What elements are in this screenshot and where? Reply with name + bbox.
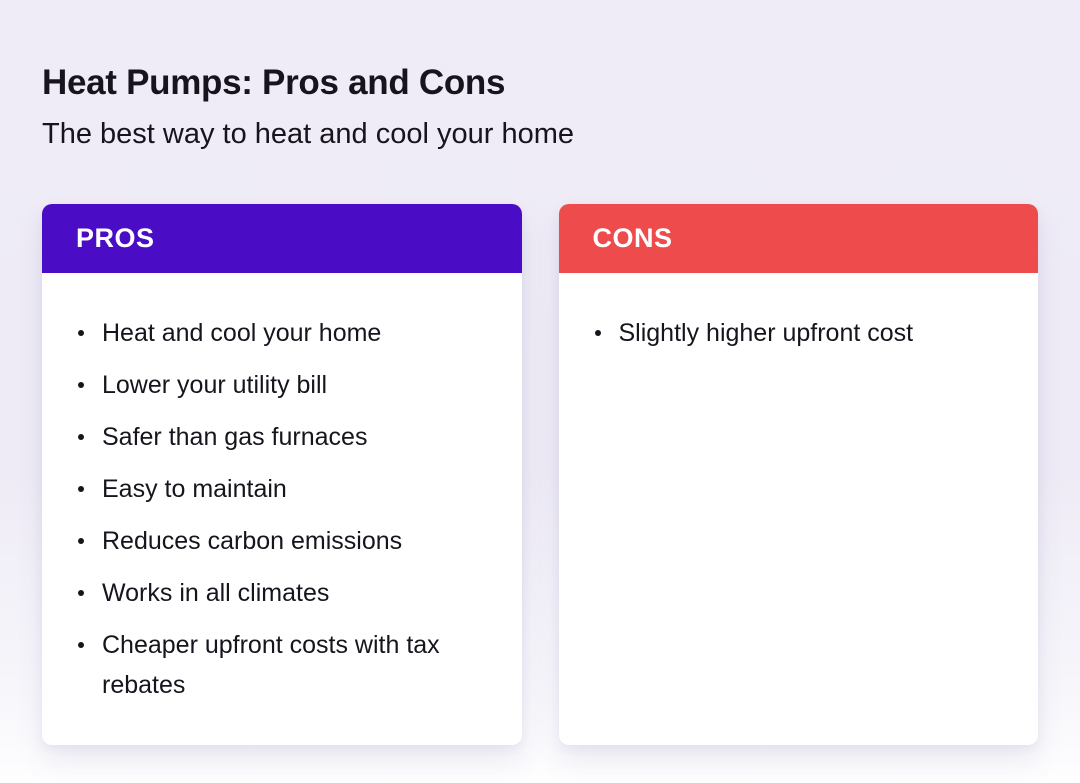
cons-card-body: Slightly higher upfront cost (559, 273, 1039, 353)
list-item: Cheaper upfront costs with tax rebates (76, 625, 484, 705)
pros-card-title: PROS (76, 223, 155, 253)
cards-container: PROS Heat and cool your home Lower your u… (42, 204, 1038, 745)
cons-list: Slightly higher upfront cost (593, 313, 1001, 353)
list-item: Safer than gas furnaces (76, 417, 484, 457)
pros-card-body: Heat and cool your home Lower your utilit… (42, 273, 522, 705)
list-item: Heat and cool your home (76, 313, 484, 353)
cons-card-title: CONS (592, 223, 673, 253)
pros-card: PROS Heat and cool your home Lower your u… (42, 204, 522, 745)
list-item: Lower your utility bill (76, 365, 484, 405)
pros-card-header: PROS (42, 204, 522, 273)
cons-card-header: CONS (558, 204, 1038, 273)
page-subtitle: The best way to heat and cool your home (42, 118, 574, 150)
list-item: Slightly higher upfront cost (593, 313, 1001, 353)
list-item: Works in all climates (76, 573, 484, 613)
page: Heat Pumps: Pros and Cons The best way t… (42, 63, 1038, 745)
page-title: Heat Pumps: Pros and Cons (42, 63, 506, 102)
pros-list: Heat and cool your home Lower your utilit… (76, 313, 484, 705)
cons-card: CONS Slightly higher upfront cost (558, 204, 1039, 745)
list-item: Easy to maintain (76, 469, 484, 509)
list-item: Reduces carbon emissions (76, 521, 484, 561)
